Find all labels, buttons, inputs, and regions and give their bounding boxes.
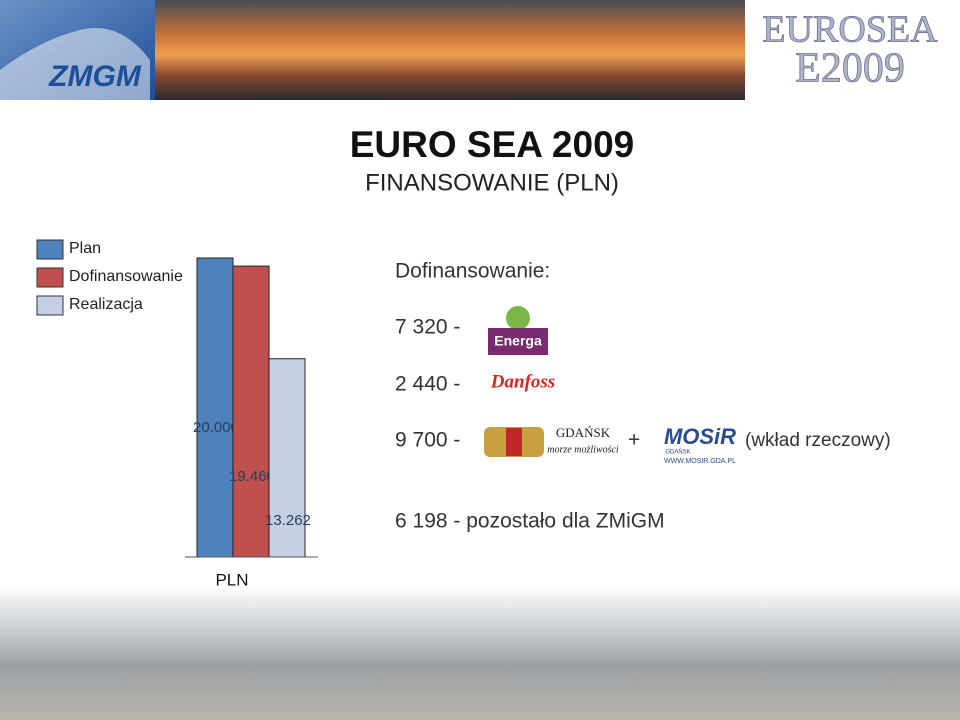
- funding-heading: Dofinansowanie:: [395, 260, 550, 283]
- chart: Plan Dofinansowanie Realizacja 20.000 19.460…: [36, 239, 318, 589]
- sea-background: [0, 585, 960, 720]
- bar: [268, 358, 306, 558]
- gdansk-text: GDAŃSK: [556, 425, 611, 440]
- eurosea-bottom: E2009: [795, 46, 905, 92]
- gdansk-shield: [506, 428, 522, 456]
- legend-label: Plan: [69, 240, 101, 257]
- legend-label: Dofinansowanie: [69, 268, 183, 285]
- legend-swatch: [36, 239, 64, 260]
- legend-swatch: [36, 295, 64, 316]
- value-label: 19.460: [229, 468, 275, 485]
- eurosea-logo: [745, 0, 960, 100]
- energa-text: Energa: [494, 333, 542, 349]
- bar: [232, 265, 270, 558]
- legend-label: Realizacja: [69, 296, 143, 313]
- banner: [155, 0, 745, 100]
- funding-row: 7 320 -: [395, 316, 460, 339]
- energa-box: [488, 328, 548, 355]
- legend-swatch: [36, 267, 64, 288]
- zmgm-text: ZMGM: [48, 60, 142, 93]
- funding-row: 9 700 -: [395, 429, 460, 452]
- eurosea-top: EUROSEA: [762, 9, 938, 51]
- value-label: 13.262: [265, 512, 311, 529]
- danfoss-text: Danfoss: [490, 371, 555, 392]
- subtitle: FINANSOWANIE (PLN): [365, 169, 619, 196]
- value-label: 20.000: [193, 419, 239, 436]
- mosir-text: MOSiR: [664, 424, 736, 449]
- title: EURO SEA 2009: [350, 124, 634, 165]
- energa-icon: [506, 306, 530, 330]
- bar: [196, 257, 234, 558]
- gdansk-motto: morze możliwości: [547, 444, 619, 455]
- logo-wave: [0, 28, 150, 100]
- mosir-city: GDAŃSK: [665, 449, 690, 456]
- remaining: 6 198 - pozostało dla ZMiGM: [395, 510, 665, 533]
- in-kind: (wkład rzeczowy): [745, 430, 891, 451]
- plus: +: [628, 429, 640, 452]
- funding-row: 2 440 -: [395, 373, 460, 396]
- mosir-url: WWW.MOSIR.GDA.PL: [664, 458, 736, 465]
- x-axis-label: PLN: [215, 570, 248, 589]
